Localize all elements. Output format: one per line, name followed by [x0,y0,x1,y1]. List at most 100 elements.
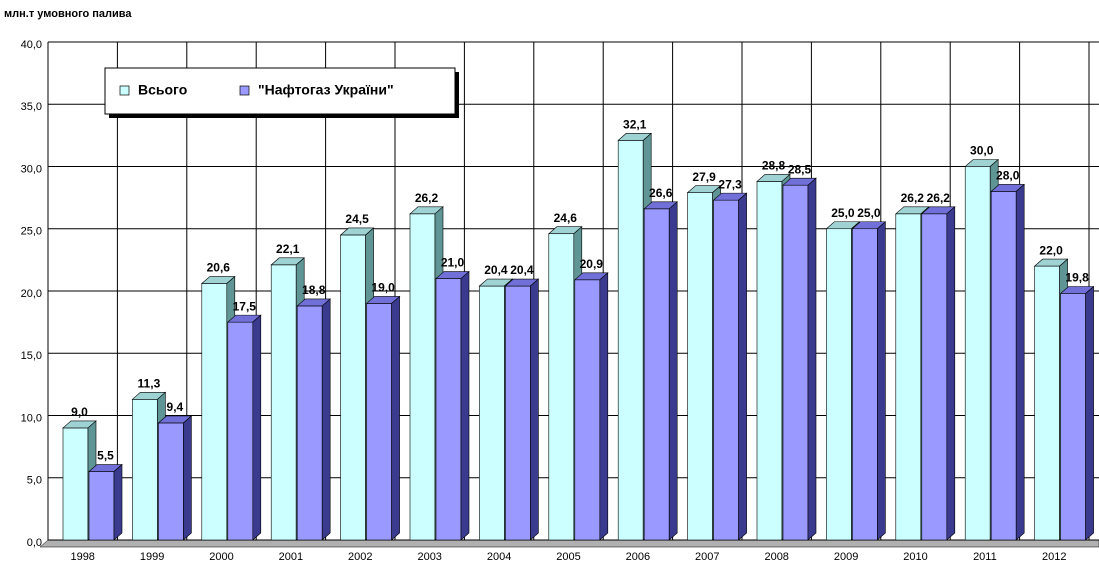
x-tick-label: 2006 [626,551,650,563]
value-label: 26,2 [927,191,951,205]
value-label: 21,0 [441,256,465,270]
y-tick-label: 15,0 [21,350,42,362]
value-label: 9,4 [167,400,184,414]
bar-side [1085,285,1094,541]
bar-front [548,233,575,541]
x-tick-label: 2012 [1042,551,1066,563]
value-label: 28,5 [788,162,812,176]
x-tick-label: 2000 [209,551,233,563]
value-label: 19,0 [371,281,395,295]
bar-front [340,234,366,541]
x-tick-label: 2001 [279,551,303,563]
bar-front [964,166,991,541]
bar-front [88,471,115,541]
bar-front [1034,265,1060,541]
bar-front [435,278,462,541]
y-axis-label: млн.т умовного палива [4,8,132,20]
bar-front [296,305,323,541]
value-label: 30,0 [970,144,994,158]
bar-front [921,213,948,541]
y-tick-label: 5,0 [27,475,42,487]
value-label: 18,8 [302,283,326,297]
bar-front [227,321,254,541]
value-label: 17,5 [233,299,257,313]
y-tick-label: 20,0 [21,288,42,300]
value-label: 20,6 [207,261,231,275]
x-tick-label: 2011 [973,551,997,563]
value-label: 26,2 [415,191,439,205]
bar-side [877,221,886,541]
x-tick-label: 1998 [70,551,94,563]
y-tick-label: 40,0 [21,39,42,51]
bar-front [782,184,809,541]
bar-side [668,201,678,541]
bar-side [530,278,539,541]
value-label: 5,5 [97,449,114,463]
bar [296,298,331,541]
y-tick-label: 30,0 [21,163,42,175]
y-tick-label: 10,0 [21,412,42,424]
value-label: 20,9 [580,257,604,271]
x-tick-label: 2010 [903,551,927,563]
bar-side [252,314,262,541]
bar [227,314,262,541]
value-label: 26,6 [649,186,673,200]
value-label: 26,2 [901,191,925,205]
value-label: 25,0 [831,206,855,220]
bar-front [895,213,922,541]
legend [104,67,456,115]
floor [39,539,1099,548]
x-tick-label: 2008 [764,551,788,563]
bar-side [738,192,747,541]
bar-front [713,199,739,541]
bar-front [826,228,852,541]
bar-side [1015,183,1025,541]
bar-front [852,228,878,541]
bar [782,177,817,541]
value-label: 28,0 [996,169,1020,183]
value-label: 27,9 [692,170,716,184]
x-tick-label: 2007 [695,551,719,563]
bar-front [366,303,392,541]
bar [990,183,1025,541]
value-label: 25,0 [857,206,881,220]
bar [712,192,748,541]
bar [643,201,678,541]
bar-side [113,463,123,541]
x-tick-label: 2004 [487,551,511,563]
bar [921,206,956,541]
value-label: 28,8 [762,159,786,173]
bar-front [617,140,644,541]
value-label: 24,5 [345,212,369,226]
y-tick-label: 0,0 [27,537,42,549]
legend-label: "Нафтогаз України" [258,82,394,98]
bar-side [321,298,331,541]
bar-front [1060,293,1086,541]
bar-side [391,295,400,541]
value-label: 9,0 [71,405,88,419]
bar-front [643,208,670,541]
bar-side [807,177,817,541]
value-label: 27,3 [718,177,742,191]
bar-side [599,272,609,541]
value-label: 32,1 [623,118,647,132]
bar-front [479,285,505,541]
bar-front [158,422,184,541]
y-tick-label: 25,0 [21,226,42,238]
bar [504,278,540,541]
legend-swatch [119,85,130,96]
value-label: 22,0 [1039,243,1063,257]
bar-front [201,283,228,541]
value-label: 24,6 [554,211,578,225]
bar-side [460,270,470,541]
bar-side [183,415,192,541]
x-tick-label: 2003 [417,551,441,563]
bar-front [574,279,601,541]
bar-side [946,206,956,541]
bar-front [756,181,783,541]
x-tick-label: 2002 [348,551,372,563]
bar-front [132,399,158,541]
y-tick-label: 35,0 [21,101,42,113]
bar [851,221,887,541]
